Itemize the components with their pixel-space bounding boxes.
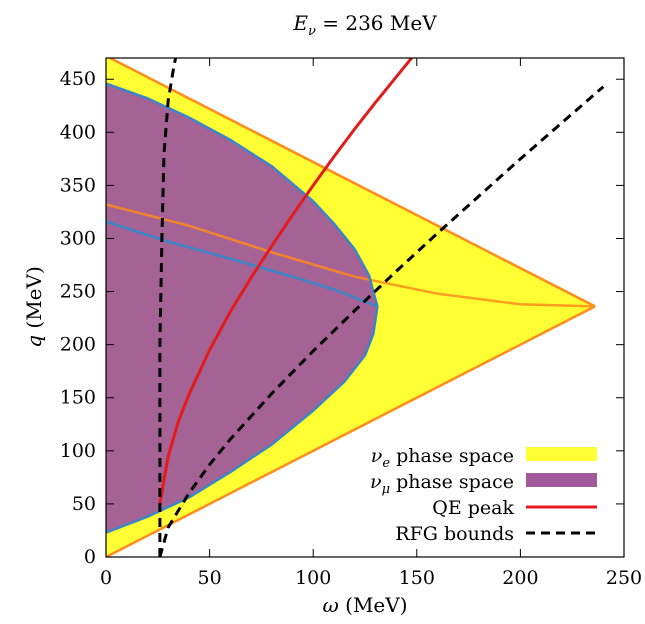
nue-inner-curve xyxy=(106,203,596,308)
y-tick-label: 450 xyxy=(60,68,96,90)
rfg-left-bound xyxy=(158,58,178,557)
title-value: = 236 MeV xyxy=(316,11,437,35)
numu-inner-curve xyxy=(106,220,378,308)
nue-upper-boundary xyxy=(107,58,596,308)
y-tick-label: 150 xyxy=(60,387,96,409)
title-symbol: E xyxy=(292,11,308,35)
legend-label-numu: νμ phase space xyxy=(370,471,514,497)
y-tick-label: 200 xyxy=(60,334,96,356)
x-tick-label: 50 xyxy=(198,567,222,589)
x-axis-label: ω (MeV) xyxy=(322,593,407,617)
legend-label-rfg-bounds: RFG bounds xyxy=(395,523,514,545)
legend-swatch-nue xyxy=(526,447,597,461)
legend-swatch-numu xyxy=(526,473,597,487)
x-tick-label: 100 xyxy=(295,567,331,589)
x-tick-label: 250 xyxy=(606,567,642,589)
x-tick-label: 150 xyxy=(399,567,435,589)
y-tick-label: 50 xyxy=(72,493,96,515)
y-tick-label: 250 xyxy=(60,281,96,303)
plot-frame xyxy=(105,57,625,558)
y-tick-label: 300 xyxy=(60,227,96,249)
y-axis-label: q (MeV) xyxy=(22,266,46,348)
title-subscript: ν xyxy=(308,24,316,39)
nue-lower-boundary xyxy=(106,305,596,557)
legend-label-qe-peak: QE peak xyxy=(432,497,514,519)
plot-area xyxy=(106,58,605,557)
y-tick-label: 100 xyxy=(60,440,96,462)
legend: νe phase space νμ phase space QE peak RF… xyxy=(370,445,597,545)
legend-label-nue: νe phase space xyxy=(371,445,514,471)
qe-peak-line xyxy=(158,58,414,505)
chart-title: Eν = 236 MeV xyxy=(292,11,437,39)
rfg-right-bound xyxy=(158,85,605,557)
y-tick-label: 0 xyxy=(84,546,96,568)
y-tick-label: 400 xyxy=(60,121,96,143)
axis-ticks: 0 50 100 150 200 250 0 50 100 150 200 250 300 350 400 4… xyxy=(60,58,642,589)
y-tick-label: 350 xyxy=(60,174,96,196)
numu-region xyxy=(106,83,378,533)
x-tick-label: 200 xyxy=(502,567,538,589)
x-tick-label: 0 xyxy=(100,567,112,589)
